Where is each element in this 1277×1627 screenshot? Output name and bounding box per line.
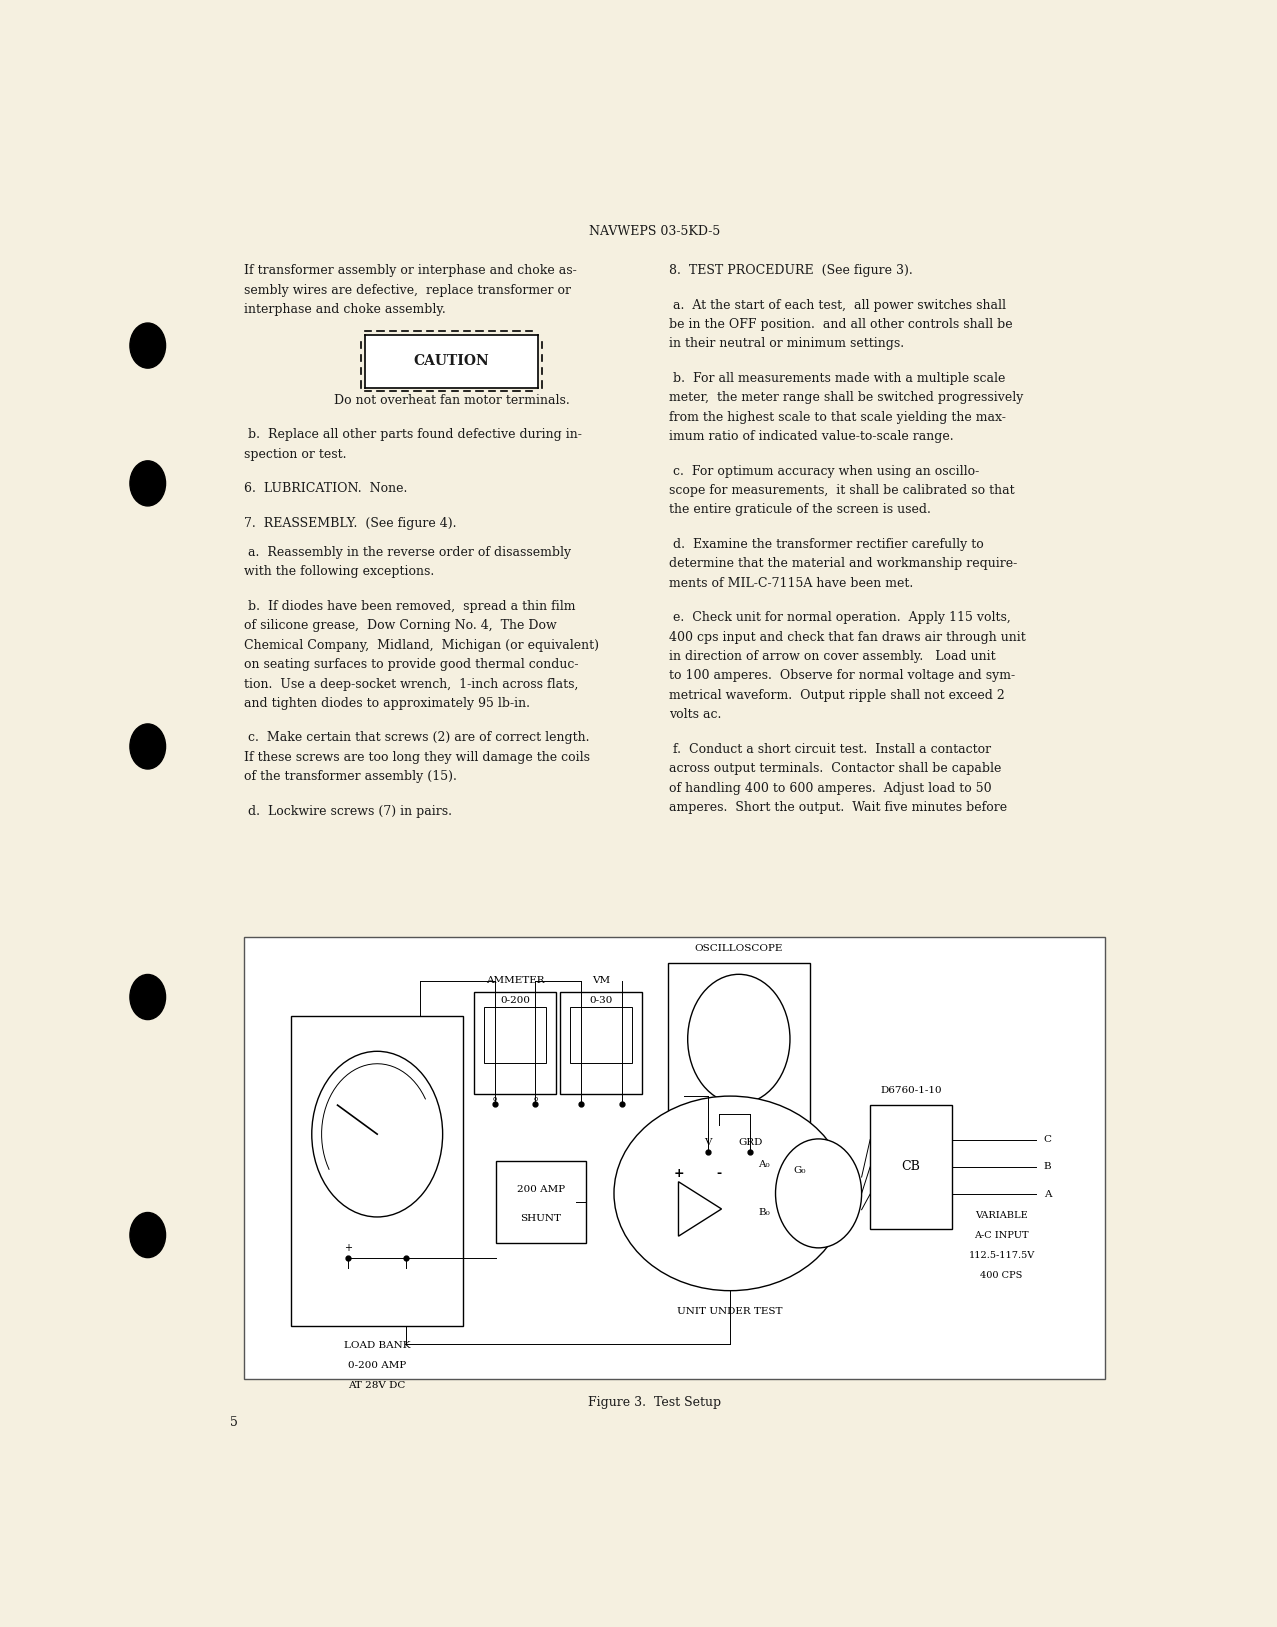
Text: in their neutral or minimum settings.: in their neutral or minimum settings. [669, 337, 904, 350]
Text: 0-200 AMP: 0-200 AMP [349, 1362, 406, 1370]
Text: be in the OFF position.  and all other controls shall be: be in the OFF position. and all other co… [669, 317, 1013, 330]
Text: 400 CPS: 400 CPS [981, 1271, 1023, 1280]
Text: C: C [1043, 1136, 1052, 1144]
Text: If transformer assembly or interphase and choke as-: If transformer assembly or interphase an… [244, 264, 576, 277]
Text: +: + [344, 1243, 352, 1253]
Text: volts ac.: volts ac. [669, 708, 722, 721]
Text: +: + [674, 1168, 684, 1181]
Text: CAUTION: CAUTION [414, 355, 489, 368]
Text: to 100 amperes.  Observe for normal voltage and sym-: to 100 amperes. Observe for normal volta… [669, 669, 1015, 682]
Text: a.  At the start of each test,  all power switches shall: a. At the start of each test, all power … [669, 299, 1006, 312]
Circle shape [130, 324, 166, 368]
Text: d.  Examine the transformer rectifier carefully to: d. Examine the transformer rectifier car… [669, 539, 985, 552]
Text: c.  Make certain that screws (2) are of correct length.: c. Make certain that screws (2) are of c… [244, 732, 589, 745]
Text: a.  Reassembly in the reverse order of disassembly: a. Reassembly in the reverse order of di… [244, 547, 571, 560]
Text: -: - [716, 1168, 722, 1181]
Text: 7.  REASSEMBLY.  (See figure 4).: 7. REASSEMBLY. (See figure 4). [244, 517, 456, 529]
Text: o: o [493, 1097, 497, 1103]
Text: SHUNT: SHUNT [520, 1214, 562, 1224]
Text: with the following exceptions.: with the following exceptions. [244, 566, 434, 579]
Bar [484, 1007, 547, 1064]
Text: 400 cps input and check that fan draws air through unit: 400 cps input and check that fan draws a… [669, 631, 1025, 644]
Text: UNIT UNDER TEST: UNIT UNDER TEST [678, 1306, 783, 1316]
Circle shape [688, 975, 790, 1103]
Text: f.  Conduct a short circuit test.  Install a contactor: f. Conduct a short circuit test. Install… [669, 742, 991, 755]
Text: 0-200: 0-200 [501, 996, 530, 1005]
Text: e.  Check unit for normal operation.  Apply 115 volts,: e. Check unit for normal operation. Appl… [669, 612, 1011, 625]
Polygon shape [678, 1181, 722, 1237]
Bar [474, 992, 555, 1093]
Text: o: o [534, 1097, 538, 1103]
Bar [365, 335, 538, 387]
Text: d.  Lockwire screws (7) in pairs.: d. Lockwire screws (7) in pairs. [244, 805, 452, 818]
Circle shape [775, 1139, 862, 1248]
Text: b.  If diodes have been removed,  spread a thin film: b. If diodes have been removed, spread a… [244, 600, 575, 613]
Text: A-C INPUT: A-C INPUT [974, 1232, 1029, 1240]
Bar [291, 1017, 464, 1326]
Text: ments of MIL-C-7115A have been met.: ments of MIL-C-7115A have been met. [669, 576, 913, 589]
Text: 112.5-117.5V: 112.5-117.5V [968, 1251, 1034, 1261]
Circle shape [312, 1051, 443, 1217]
Circle shape [130, 460, 166, 506]
Text: 6.  LUBRICATION.  None.: 6. LUBRICATION. None. [244, 482, 407, 495]
Text: meter,  the meter range shall be switched progressively: meter, the meter range shall be switched… [669, 392, 1024, 403]
Text: of handling 400 to 600 amperes.  Adjust load to 50: of handling 400 to 600 amperes. Adjust l… [669, 781, 992, 794]
Bar [570, 1007, 632, 1064]
Text: Chemical Company,  Midland,  Michigan (or equivalent): Chemical Company, Midland, Michigan (or … [244, 639, 599, 652]
Text: across output terminals.  Contactor shall be capable: across output terminals. Contactor shall… [669, 761, 1001, 774]
Text: tion.  Use a deep-socket wrench,  1-inch across flats,: tion. Use a deep-socket wrench, 1-inch a… [244, 677, 578, 690]
Text: from the highest scale to that scale yielding the max-: from the highest scale to that scale yie… [669, 410, 1006, 423]
Text: NAVWEPS 03-5KD-5: NAVWEPS 03-5KD-5 [589, 225, 720, 238]
Bar [870, 1105, 951, 1228]
Text: VARIABLE: VARIABLE [976, 1210, 1028, 1220]
Text: in direction of arrow on cover assembly.   Load unit: in direction of arrow on cover assembly.… [669, 651, 996, 664]
Text: and tighten diodes to approximately 95 lb-in.: and tighten diodes to approximately 95 l… [244, 696, 530, 709]
Text: Do not overheat fan motor terminals.: Do not overheat fan motor terminals. [333, 394, 570, 407]
Text: 5: 5 [230, 1417, 238, 1430]
Text: D6760-1-10: D6760-1-10 [880, 1085, 942, 1095]
Text: GRD: GRD [738, 1137, 762, 1147]
Text: LOAD BANK: LOAD BANK [344, 1341, 410, 1350]
Text: c.  For optimum accuracy when using an oscillo-: c. For optimum accuracy when using an os… [669, 465, 979, 478]
Text: G₀: G₀ [794, 1165, 806, 1175]
Text: of silicone grease,  Dow Corning No. 4,  The Dow: of silicone grease, Dow Corning No. 4, T… [244, 620, 557, 633]
Text: 8.  TEST PROCEDURE  (See figure 3).: 8. TEST PROCEDURE (See figure 3). [669, 264, 913, 277]
Text: b.  For all measurements made with a multiple scale: b. For all measurements made with a mult… [669, 373, 1006, 386]
Text: A₀: A₀ [759, 1160, 770, 1168]
Text: If these screws are too long they will damage the coils: If these screws are too long they will d… [244, 750, 590, 763]
Text: VM: VM [593, 976, 610, 984]
Text: determine that the material and workmanship require-: determine that the material and workmans… [669, 558, 1018, 571]
Text: metrical waveform.  Output ripple shall not exceed 2: metrical waveform. Output ripple shall n… [669, 688, 1005, 701]
Text: AMMETER: AMMETER [485, 976, 544, 984]
Bar [561, 992, 642, 1093]
Text: V: V [704, 1137, 711, 1147]
Bar [668, 963, 810, 1131]
Text: of the transformer assembly (15).: of the transformer assembly (15). [244, 770, 457, 783]
Text: on seating surfaces to provide good thermal conduc-: on seating surfaces to provide good ther… [244, 659, 578, 672]
Text: CB: CB [902, 1160, 921, 1173]
Text: interphase and choke assembly.: interphase and choke assembly. [244, 303, 446, 316]
Text: b.  Replace all other parts found defective during in-: b. Replace all other parts found defecti… [244, 428, 581, 441]
Bar [495, 1162, 586, 1243]
Text: the entire graticule of the screen is used.: the entire graticule of the screen is us… [669, 503, 931, 516]
Bar [244, 937, 1105, 1380]
Text: scope for measurements,  it shall be calibrated so that: scope for measurements, it shall be cali… [669, 483, 1015, 496]
Text: B₀: B₀ [759, 1209, 770, 1217]
Text: Figure 3.  Test Setup: Figure 3. Test Setup [587, 1396, 722, 1409]
Text: 0-30: 0-30 [590, 996, 613, 1005]
Circle shape [130, 724, 166, 770]
Text: spection or test.: spection or test. [244, 447, 346, 460]
Text: 200 AMP: 200 AMP [517, 1186, 564, 1194]
Text: imum ratio of indicated value-to-scale range.: imum ratio of indicated value-to-scale r… [669, 430, 954, 443]
Text: AT 28V DC: AT 28V DC [349, 1381, 406, 1389]
Ellipse shape [614, 1097, 847, 1290]
Circle shape [130, 1212, 166, 1258]
Text: OSCILLOSCOPE: OSCILLOSCOPE [695, 944, 783, 953]
Text: B: B [1043, 1162, 1051, 1171]
Text: amperes.  Short the output.  Wait five minutes before: amperes. Short the output. Wait five min… [669, 800, 1008, 814]
Text: sembly wires are defective,  replace transformer or: sembly wires are defective, replace tran… [244, 283, 571, 296]
Text: A: A [1043, 1189, 1051, 1199]
Circle shape [130, 975, 166, 1020]
